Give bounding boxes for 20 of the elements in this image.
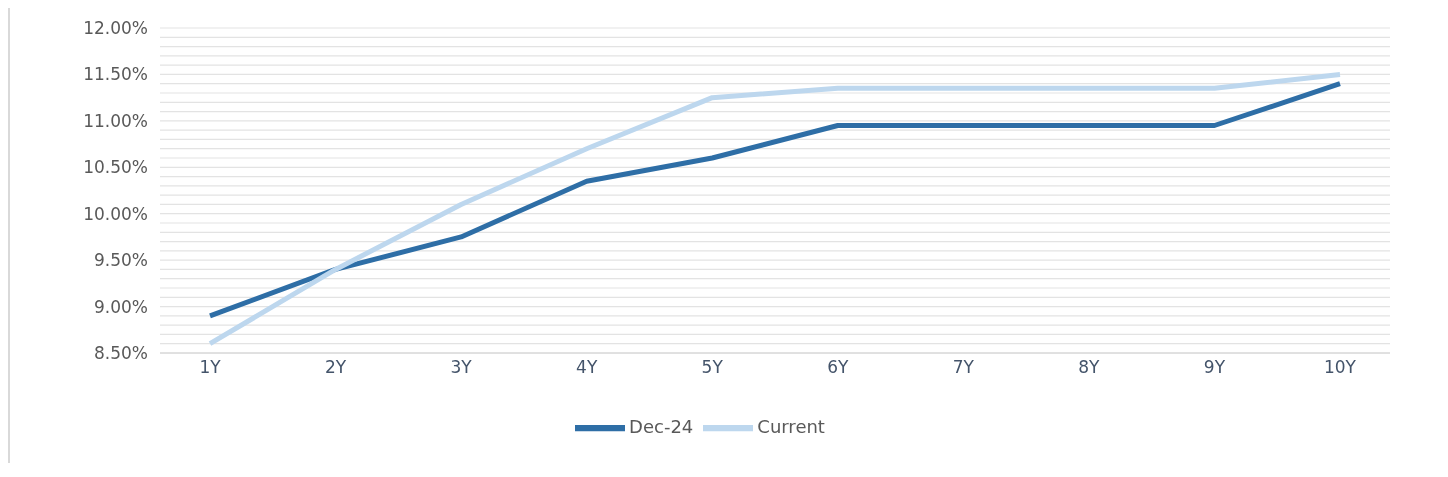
legend-label: Current	[757, 416, 825, 437]
x-tick-label: 5Y	[701, 357, 724, 378]
x-tick-label: 4Y	[576, 357, 598, 378]
legend-label: Dec-24	[629, 416, 694, 437]
y-tick-label: 10.00%	[83, 203, 148, 224]
y-tick-label: 9.00%	[93, 296, 148, 317]
x-tick-label: 10Y	[1323, 357, 1357, 378]
x-tick-label: 7Y	[952, 357, 975, 378]
y-tick-label: 11.50%	[83, 64, 148, 85]
y-tick-label: 11.00%	[83, 110, 148, 131]
y-tick-label: 12.00%	[83, 18, 148, 38]
y-tick-label: 10.50%	[83, 157, 148, 178]
x-tick-label: 3Y	[450, 357, 473, 378]
x-tick-label: 6Y	[827, 357, 849, 378]
y-tick-label: 8.50%	[93, 343, 148, 363]
x-tick-label: 8Y	[1078, 357, 1101, 378]
x-tick-label: 9Y	[1203, 357, 1226, 378]
y-tick-label: 9.50%	[93, 250, 148, 271]
x-tick-label: 1Y	[199, 357, 222, 378]
x-tick-label: 2Y	[324, 357, 347, 378]
